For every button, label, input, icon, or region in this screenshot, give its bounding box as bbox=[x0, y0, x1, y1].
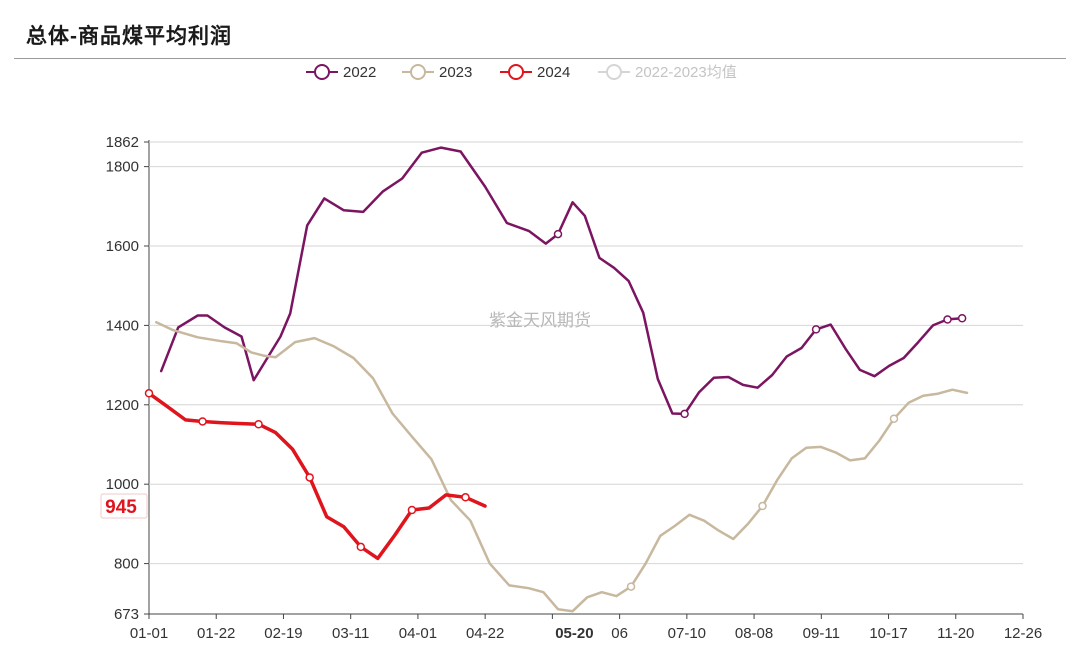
series-line-2023 bbox=[155, 320, 969, 613]
x-tick-label: 11-20 bbox=[937, 625, 974, 642]
x-tick-label-current: 05-20 bbox=[555, 625, 593, 642]
x-axis-ticks: 01-01 01-22 02-19 03-11 04-01 04-22 05-20 06 07-… bbox=[130, 614, 1042, 642]
legend-label: 2022-2023均值 bbox=[635, 64, 737, 81]
legend-circle-icon bbox=[410, 64, 426, 80]
marker-2023 bbox=[889, 414, 899, 423]
marker-2024 bbox=[144, 389, 154, 398]
legend-circle-icon bbox=[606, 64, 622, 80]
annotations: 945 bbox=[100, 493, 148, 519]
x-tick-label: 01-22 bbox=[197, 625, 235, 642]
y-tick-label: 1862 bbox=[106, 134, 139, 151]
series-markers bbox=[144, 229, 967, 591]
x-tick-label: 06 bbox=[611, 625, 628, 642]
marker-2024 bbox=[461, 493, 470, 502]
y-tick-label: 1000 bbox=[106, 476, 139, 493]
legend-item-2023[interactable]: 2023 bbox=[402, 64, 472, 81]
x-tick-label: 04-22 bbox=[466, 625, 504, 642]
legend-item-2022-2023均值[interactable]: 2022-2023均值 bbox=[598, 64, 737, 81]
marker-2023 bbox=[626, 582, 636, 591]
legend[interactable]: 2022 2023 2024 2022-2023均值 bbox=[306, 64, 737, 81]
marker-2024 bbox=[356, 542, 366, 552]
value-label-current: 945 bbox=[105, 497, 137, 518]
x-tick-label: 01-01 bbox=[130, 625, 168, 642]
marker-2023 bbox=[758, 501, 767, 511]
chart-title: 总体-商品煤平均利润 bbox=[26, 25, 232, 48]
watermark-text: 紫金天风期货 bbox=[489, 311, 591, 331]
legend-label: 2024 bbox=[537, 64, 570, 81]
y-tick-label: 1800 bbox=[106, 159, 139, 176]
marker-2022 bbox=[811, 325, 821, 334]
series-lines bbox=[147, 146, 969, 613]
x-tick-label: 08-08 bbox=[735, 625, 773, 642]
series-line-2022 bbox=[159, 146, 964, 416]
x-tick-label: 09-11 bbox=[803, 625, 840, 642]
legend-circle-icon bbox=[314, 64, 330, 80]
marker-2024 bbox=[305, 473, 314, 482]
legend-circle-icon bbox=[508, 64, 524, 80]
y-axis-ticks: 673 800 1000 1200 1400 1600 1800 1862 bbox=[106, 134, 149, 623]
y-tick-label: 1200 bbox=[106, 397, 139, 414]
marker-2024 bbox=[407, 505, 417, 515]
marker-2022 bbox=[553, 229, 563, 239]
y-tick-label: 1400 bbox=[106, 317, 139, 334]
marker-2024 bbox=[198, 417, 207, 426]
x-tick-label: 04-01 bbox=[399, 625, 437, 642]
legend-label: 2023 bbox=[439, 64, 472, 81]
y-tick-label: 800 bbox=[114, 556, 139, 573]
title-divider bbox=[14, 58, 1066, 59]
x-tick-label: 02-19 bbox=[264, 625, 302, 642]
value-label-box bbox=[100, 493, 148, 519]
legend-item-2024[interactable]: 2024 bbox=[500, 64, 570, 81]
legend-item-2022[interactable]: 2022 bbox=[306, 64, 376, 81]
grid-lines bbox=[148, 140, 1023, 615]
series-line-2024 bbox=[147, 391, 487, 561]
y-tick-label: 673 bbox=[114, 606, 139, 623]
legend-label: 2022 bbox=[343, 64, 376, 81]
marker-2022 bbox=[943, 315, 952, 324]
x-tick-label: 03-11 bbox=[332, 625, 369, 642]
x-tick-label: 10-17 bbox=[869, 625, 907, 642]
y-tick-label: 1600 bbox=[106, 238, 139, 255]
marker-2022 bbox=[957, 314, 967, 323]
x-tick-label: 07-10 bbox=[668, 625, 706, 642]
marker-2022 bbox=[680, 409, 689, 419]
x-tick-label: 12-26 bbox=[1004, 625, 1042, 642]
marker-2024 bbox=[254, 419, 263, 429]
